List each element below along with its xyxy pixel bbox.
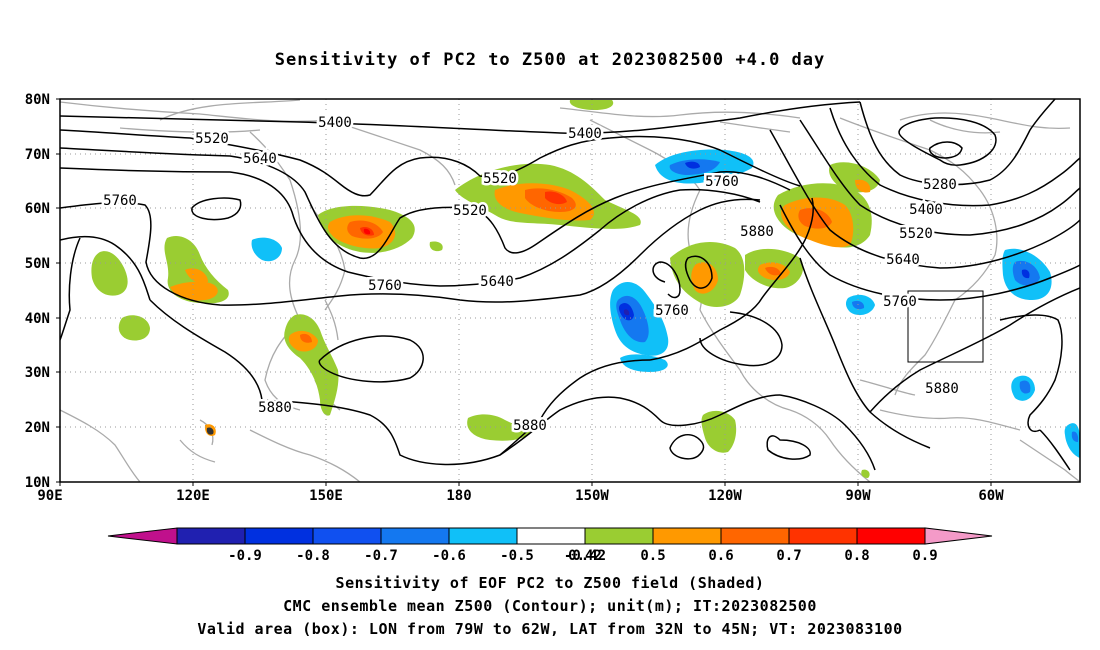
contour-label: 5520 <box>453 203 487 219</box>
contour-label: 5760 <box>883 294 917 310</box>
colorbar: -0.9 -0.8 -0.7 -0.6 -0.5 -0.420.42 0.5 0.6 0.7 0.… <box>107 527 993 564</box>
colorbar-label: 0.7 <box>776 548 801 564</box>
lat-label: 40N <box>25 311 50 327</box>
caption-line-3: Valid area (box): LON from 79W to 62W, L… <box>197 620 903 638</box>
lat-label: 50N <box>25 256 50 272</box>
chart-title: Sensitivity of PC2 to Z500 at 2023082500… <box>274 50 826 70</box>
colorbar-segment <box>176 527 246 545</box>
contour-label: 5520 <box>195 131 229 147</box>
lon-label: 180 <box>446 488 471 504</box>
colorbar-label: 0.5 <box>640 548 665 564</box>
colorbar-label: 0.6 <box>708 548 733 564</box>
contour-label: 5280 <box>923 177 957 193</box>
colorbar-label: 0.42 <box>568 548 602 564</box>
lon-label: 150E <box>309 488 343 504</box>
colorbar-segment <box>516 527 586 545</box>
lon-label: 90W <box>845 488 871 504</box>
contour-label: 5760 <box>368 278 402 294</box>
z500-contours <box>60 99 1080 471</box>
axis-ticks <box>56 98 992 486</box>
lat-label: 60N <box>25 201 50 217</box>
contour-label: 5640 <box>480 274 514 290</box>
colorbar-label: -0.8 <box>296 548 330 564</box>
contour-label: 5880 <box>513 418 547 434</box>
contour-label: 5880 <box>925 381 959 397</box>
colorbar-segment <box>720 527 790 545</box>
colorbar-label: 0.8 <box>844 548 869 564</box>
lon-label: 120E <box>176 488 210 504</box>
colorbar-segment <box>584 527 654 545</box>
colorbar-segment <box>652 527 722 545</box>
colorbar-segment <box>856 527 926 545</box>
colorbar-label: -0.9 <box>228 548 262 564</box>
contour-label: 5760 <box>103 193 137 209</box>
contour-label: 5400 <box>909 202 943 218</box>
gridlines <box>60 99 1080 482</box>
lon-label: 120W <box>708 488 742 504</box>
latitude-labels: 80N 70N 60N 50N 40N 30N 20N 10N <box>25 92 50 491</box>
lat-label: 80N <box>25 92 50 108</box>
lat-label: 70N <box>25 147 50 163</box>
contour-labels: 5400 5400 5520 5640 5760 5520 5520 5760 … <box>101 113 962 437</box>
lat-label: 20N <box>25 420 50 436</box>
caption-line-1: Sensitivity of EOF PC2 to Z500 field (Sh… <box>335 574 765 592</box>
contour-label: 5760 <box>705 174 739 190</box>
colorbar-label: -0.5 <box>500 548 534 564</box>
contour-label: 5520 <box>899 226 933 242</box>
contour-label: 5760 <box>655 303 689 319</box>
contour-label: 5400 <box>318 115 352 131</box>
lon-label: 150W <box>575 488 609 504</box>
valid-area-box <box>907 290 984 363</box>
contour-label: 5520 <box>483 171 517 187</box>
colorbar-segment <box>448 527 518 545</box>
sensitivity-shading <box>91 100 1080 478</box>
lat-label: 30N <box>25 365 50 381</box>
colorbar-segment <box>788 527 858 545</box>
caption-line-2: CMC ensemble mean Z500 (Contour); unit(m… <box>283 597 817 615</box>
colorbar-label: -0.42 <box>564 548 606 564</box>
contour-label: 5880 <box>740 224 774 240</box>
contour-label: 5880 <box>258 400 292 416</box>
longitude-labels: 90E 120E 150E 180 150W 120W 90W 60W <box>37 488 1004 504</box>
lon-label: 60W <box>978 488 1004 504</box>
contour-label: 5640 <box>243 151 277 167</box>
plot-frame <box>59 98 1081 483</box>
lon-label: 90E <box>37 488 62 504</box>
colorbar-label: -0.6 <box>432 548 466 564</box>
colorbar-segment <box>312 527 382 545</box>
contour-label: 5400 <box>568 126 602 142</box>
colorbar-label: -0.7 <box>364 548 398 564</box>
colorbar-label: 0.9 <box>912 548 937 564</box>
colorbar-low-extension <box>107 527 178 545</box>
colorbar-segment <box>244 527 314 545</box>
contour-label: 5640 <box>886 252 920 268</box>
colorbar-segment <box>380 527 450 545</box>
lat-label: 10N <box>25 475 50 491</box>
colorbar-high-extension <box>924 527 993 545</box>
